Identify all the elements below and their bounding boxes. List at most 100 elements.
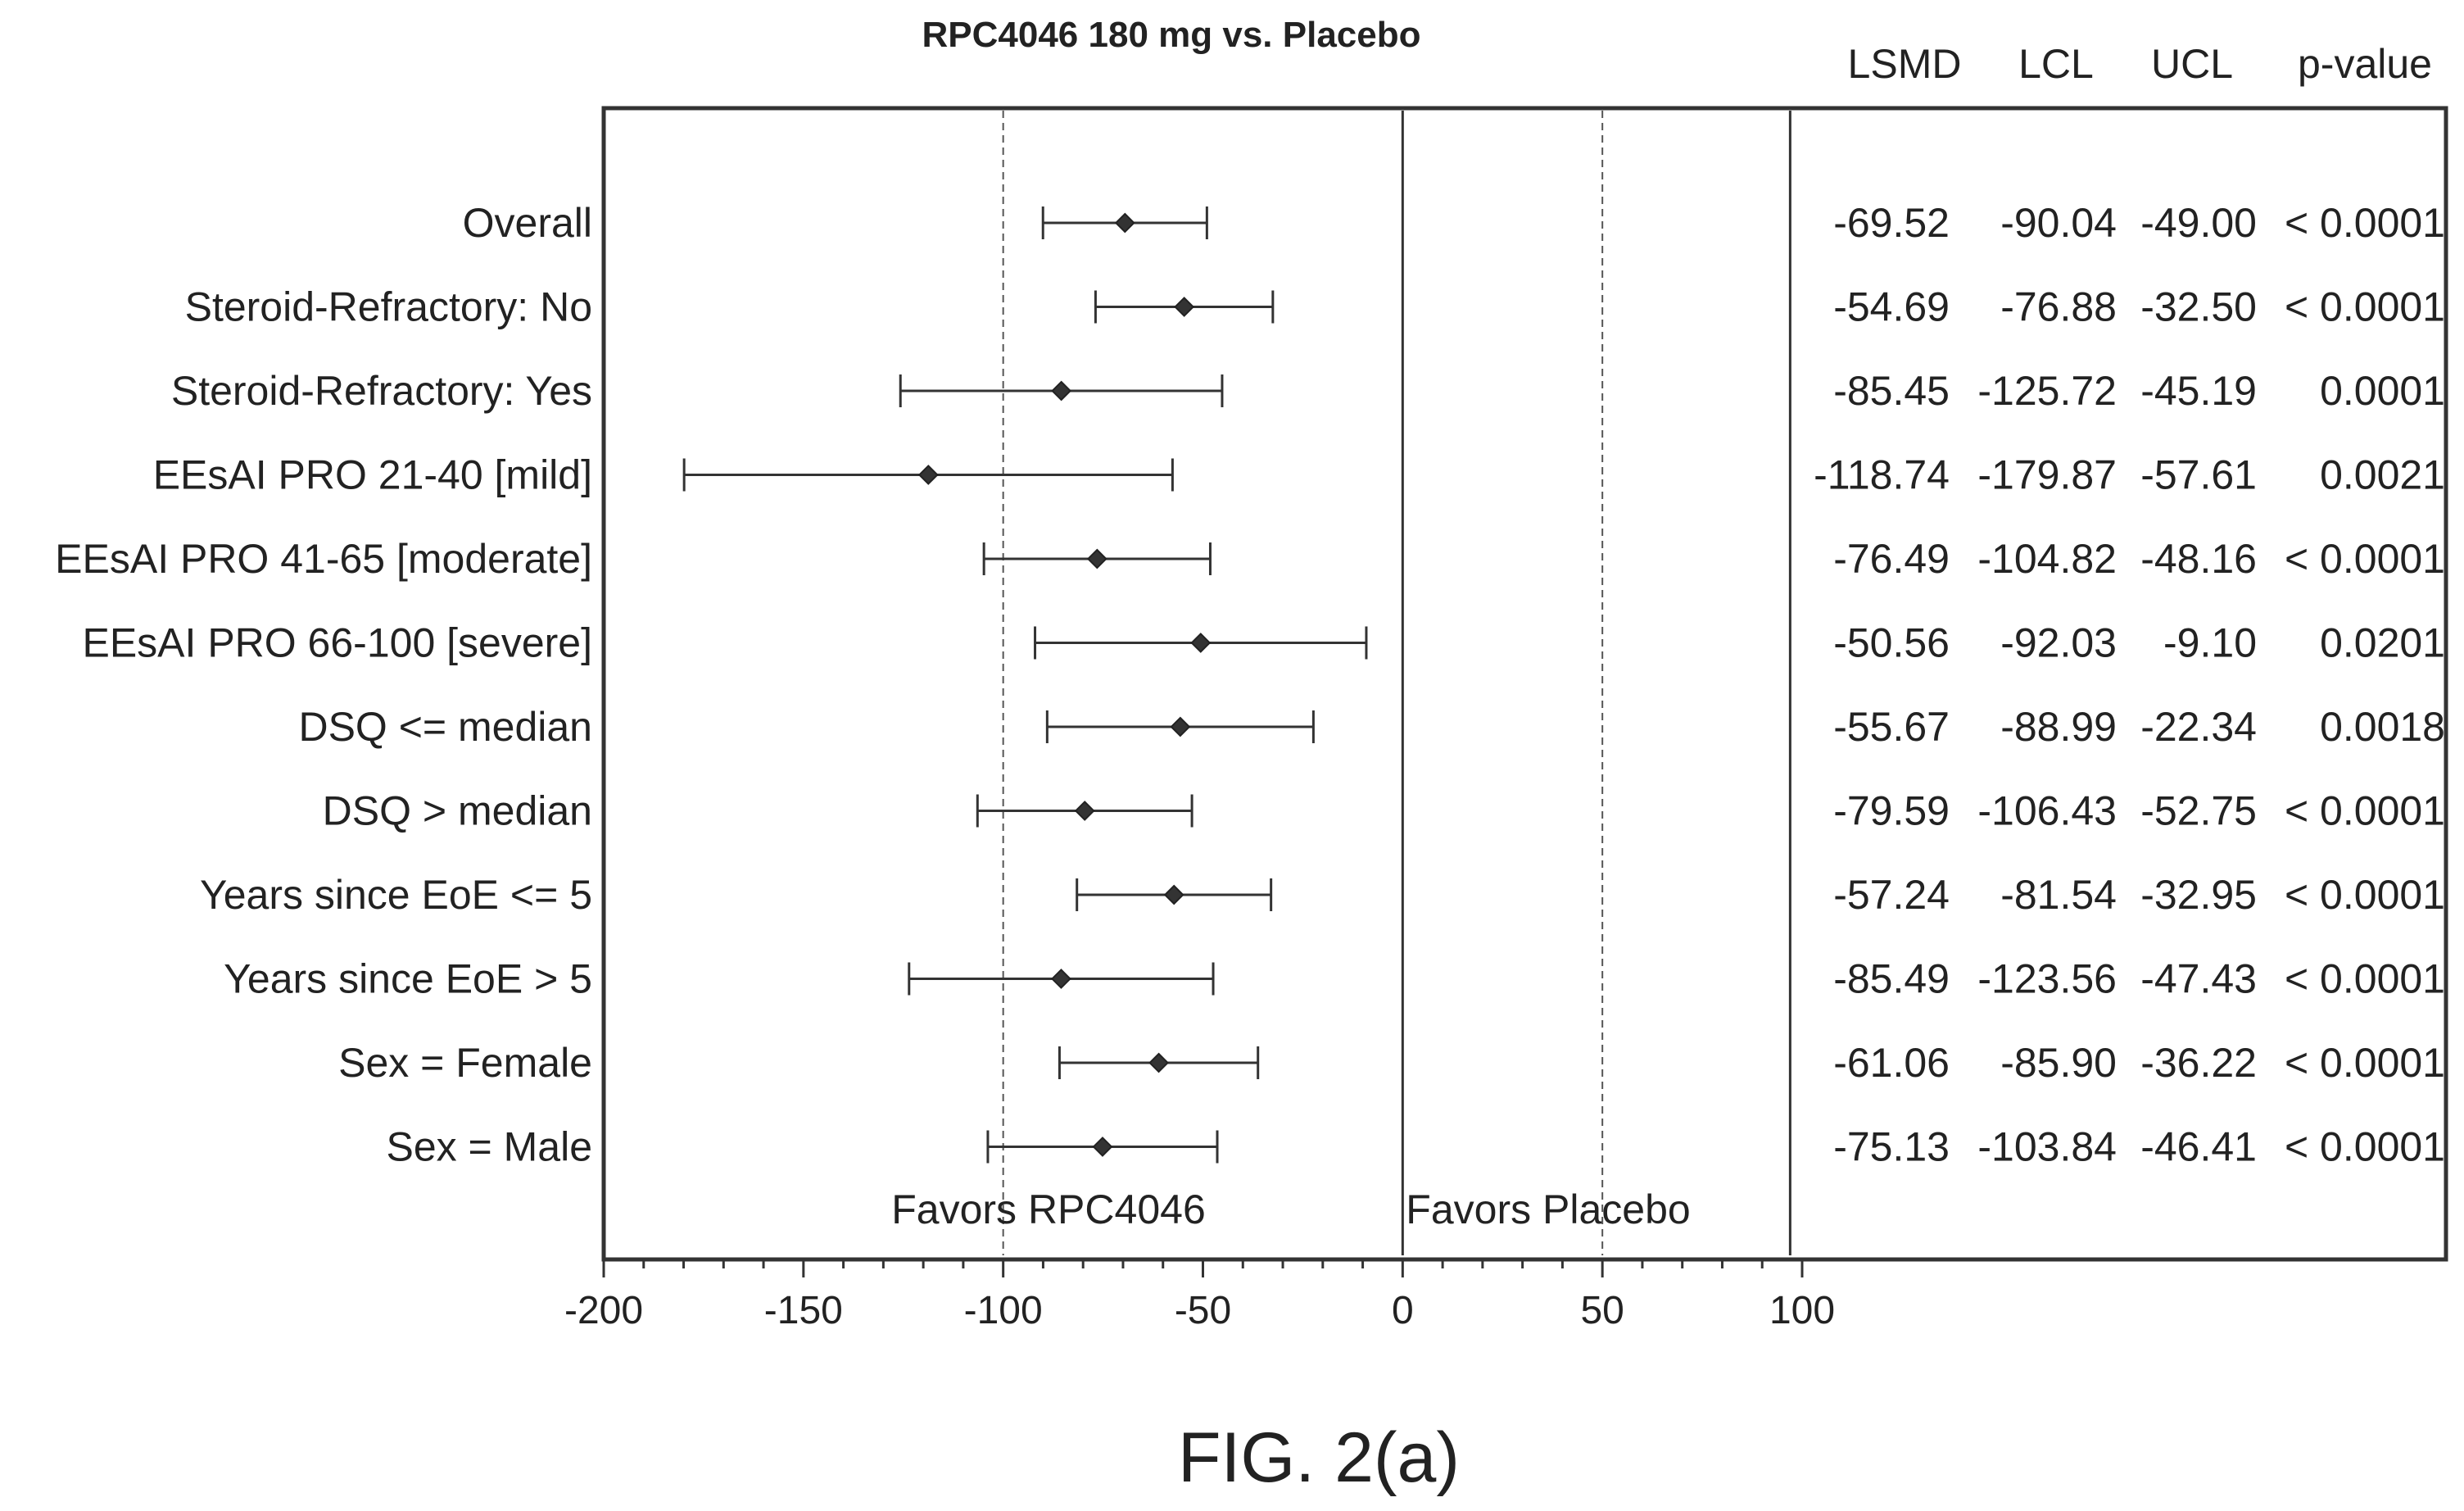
forest-row-eesai-pro-41-65-moderate: EEsAI PRO 41-65 [moderate] -76.49 -104.82-… [55,536,2445,582]
cell-ucl: -49.00 [2140,200,2257,246]
cell-ucl: -48.16 [2140,536,2257,582]
cell-ucl: -47.43 [2140,956,2257,1002]
cell-lsmd: -61.06 [1833,1040,1950,1086]
cell-p-value: < 0.0001 [2285,1040,2445,1086]
lsmd-point [1092,1137,1113,1157]
favors-rpc4046-label: Favors RPC4046 [891,1187,1206,1232]
column-header-lcl: LCL [2018,41,2094,87]
row-label: Overall [463,200,592,246]
cell-lsmd: -118.74 [1814,452,1950,498]
row-label: DSQ > median [323,788,592,834]
plot-frame [601,106,2448,1262]
row-label: Sex = Male [386,1124,592,1170]
cell-p-value: < 0.0001 [2285,872,2445,918]
forest-row-sex-female: Sex = Female -61.06 -85.90 -36.22 < 0.0001 [338,1040,2445,1086]
favors-labels: Favors RPC4046 Favors Placebo [891,1187,1690,1232]
row-label: Steroid-Refractory: No [185,284,592,330]
cell-lcl: -104.82 [1977,536,2117,582]
lsmd-point [1051,969,1071,989]
cell-lcl: -106.43 [1977,788,2117,834]
column-header-ucl: UCL [2151,41,2233,87]
favors-placebo-label: Favors Placebo [1406,1187,1690,1232]
cell-lcl: -88.99 [2000,704,2117,750]
cell-ucl: -32.50 [2140,284,2257,330]
x-tick-label-100: -100 [964,1289,1043,1332]
cell-lsmd: -55.67 [1833,704,1950,750]
reference-lines [1002,111,1791,1255]
forest-row-sex-male: Sex = Male -75.13 -103.84 -46.41 < 0.0001 [386,1124,2445,1170]
lsmd-point [1074,801,1095,821]
lsmd-point [1163,884,1184,905]
row-label: Steroid-Refractory: Yes [171,368,592,414]
cell-lsmd: -79.59 [1833,788,1950,834]
cell-p-value: < 0.0001 [2285,1124,2445,1170]
cell-ucl: -45.19 [2140,368,2257,414]
row-label: DSQ <= median [298,704,592,750]
x-axis: -200 -150 -100 -50 0 50 100 [564,1259,1835,1332]
cell-ucl: -9.10 [2163,620,2257,666]
forest-row-eesai-pro-21-40-mild: EEsAI PRO 21-40 [mild] -118.74 -179.87 -57.… [153,452,2445,498]
x-tick-label-150: -150 [764,1289,843,1332]
lsmd-point [1051,380,1072,402]
cell-p-value: < 0.0001 [2285,284,2445,330]
x-tick-label-50: 50 [1580,1289,1624,1332]
forest-row-overall: Overall -69.52 -90.04 -49.00 < 0.0001 [463,200,2445,246]
cell-lcl: -81.54 [2000,872,2117,918]
x-tick-label-0: 0 [1392,1289,1414,1332]
forest-rows: Overall -69.52 -90.04 -49.00 < 0.0001Steroid… [55,200,2445,1170]
x-tick-label-200: -200 [564,1289,643,1332]
x-tick-label-50: -50 [1175,1289,1231,1332]
cell-lsmd: -57.24 [1833,872,1950,918]
forest-row-eesai-pro-66-100-severe: EEsAI PRO 66-100 [severe] -50.56 -92.03 -9.… [82,620,2445,666]
lsmd-point [1086,548,1107,569]
forest-row-steroid-refractory-no: Steroid-Refractory: No -54.69 -76.88 -32.50… [185,284,2445,330]
lsmd-point [917,465,939,485]
cell-lsmd: -76.49 [1833,536,1950,582]
cell-lcl: -125.72 [1977,368,2117,414]
row-label: EEsAI PRO 21-40 [mild] [153,452,592,498]
lsmd-point [1174,297,1195,317]
forest-row-years-since-eoe-5: Years since EoE <= 5 -57.24 -81.54 -32.95 < … [200,872,2445,918]
column-headers: LSMD LCL UCL p-value [1848,41,2432,87]
cell-lsmd: -69.52 [1833,200,1950,246]
cell-ucl: -46.41 [2140,1124,2257,1170]
cell-p-value: 0.0018 [2320,704,2445,750]
forest-row-dsq-median: DSQ > median -79.59 -106.43 -52.75 < 0.0001 [323,788,2445,834]
forest-row-years-since-eoe-5: Years since EoE > 5 -85.49 -123.56 -47.43 < … [224,956,2445,1002]
cell-p-value: < 0.0001 [2285,200,2445,246]
forest-row-dsq-median: DSQ <= median -55.67 -88.99 -22.34 0.0018 [298,704,2445,750]
cell-p-value: 0.0001 [2320,368,2445,414]
cell-lsmd: -85.45 [1833,368,1950,414]
column-header-p-value: p-value [2298,41,2432,87]
lsmd-point [1190,633,1212,653]
cell-lcl: -92.03 [2000,620,2117,666]
cell-p-value: < 0.0001 [2285,956,2445,1002]
forest-row-steroid-refractory-yes: Steroid-Refractory: Yes -85.45 -125.72 -45.… [171,368,2445,414]
row-label: EEsAI PRO 41-65 [moderate] [55,536,592,582]
cell-lcl: -76.88 [2000,284,2117,330]
cell-lcl: -85.90 [2000,1040,2117,1086]
cell-lcl: -123.56 [1977,956,2117,1002]
cell-ucl: -36.22 [2140,1040,2257,1086]
cell-p-value: < 0.0001 [2285,788,2445,834]
cell-lsmd: -75.13 [1833,1124,1950,1170]
lsmd-point [1148,1052,1169,1073]
lsmd-point [1170,716,1191,737]
column-header-lsmd: LSMD [1848,41,1962,87]
cell-p-value: < 0.0001 [2285,536,2445,582]
row-label: EEsAI PRO 66-100 [severe] [82,620,592,666]
cell-lsmd: -50.56 [1833,620,1950,666]
row-label: Years since EoE <= 5 [200,872,592,918]
cell-ucl: -52.75 [2140,788,2257,834]
cell-p-value: 0.0021 [2320,452,2445,498]
chart-title: RPC4046 180 mg vs. Placebo [922,15,1421,55]
cell-lsmd: -54.69 [1833,284,1950,330]
row-label: Years since EoE > 5 [224,956,592,1002]
cell-lcl: -179.87 [1977,452,2117,498]
cell-p-value: 0.0201 [2320,620,2445,666]
cell-ucl: -22.34 [2140,704,2257,750]
cell-lsmd: -85.49 [1833,956,1950,1002]
cell-ucl: -32.95 [2140,872,2257,918]
x-tick-label-100: 100 [1769,1289,1835,1332]
